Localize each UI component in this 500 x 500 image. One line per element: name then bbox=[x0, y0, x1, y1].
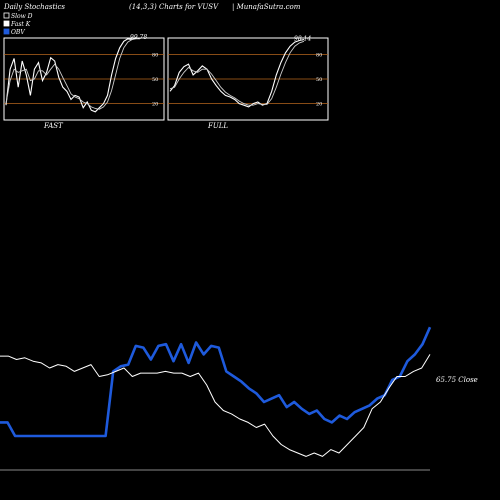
legend-swatch-slow-d bbox=[3, 12, 10, 19]
y-tick-label-20: 20 bbox=[152, 102, 158, 108]
price-series-lines bbox=[0, 326, 432, 457]
legend-label-slow-d: Slow D bbox=[11, 13, 33, 20]
fast-reference-lines bbox=[4, 54, 164, 104]
fast-series-lines bbox=[5, 37, 141, 113]
series-line-obv bbox=[0, 326, 432, 438]
header-left: Daily Stochastics bbox=[3, 3, 65, 11]
legend-swatch-fast-k bbox=[3, 20, 10, 27]
legend: Slow D Fast K OBV bbox=[3, 12, 33, 36]
series-line-close bbox=[0, 354, 431, 457]
series-line-fast-k bbox=[169, 38, 305, 108]
series-line-slow-d bbox=[5, 38, 140, 110]
header-right: | MunafaSutra.com bbox=[232, 3, 301, 11]
fast-tick-labels: 20 50 80 bbox=[152, 52, 158, 107]
series-line-slow-d bbox=[169, 40, 305, 106]
price-obv-panel: 65.75 Close bbox=[0, 326, 478, 471]
y-tick-label-50: 50 bbox=[316, 77, 322, 83]
full-reference-lines bbox=[168, 54, 328, 104]
legend-swatch-obv bbox=[3, 28, 10, 35]
y-tick-label-80: 80 bbox=[152, 52, 158, 58]
legend-label-fast-k: Fast K bbox=[10, 21, 31, 28]
full-last-value-label: 98.14 bbox=[294, 36, 311, 43]
y-tick-label-80: 80 bbox=[316, 52, 322, 58]
y-tick-label-20: 20 bbox=[316, 102, 322, 108]
full-series-lines bbox=[169, 38, 305, 108]
full-panel-title: FULL bbox=[207, 122, 228, 130]
legend-label-obv: OBV bbox=[11, 29, 25, 36]
header-center: (14,3,3) Charts for VUSV bbox=[129, 3, 219, 11]
full-tick-labels: 20 50 80 bbox=[316, 52, 322, 107]
fast-panel-title: FAST bbox=[43, 122, 64, 130]
fast-last-value-label: 99.78 bbox=[130, 34, 147, 41]
fast-stochastic-panel: 20 50 80 99.78 FAST bbox=[3, 34, 165, 130]
full-stochastic-panel: 20 50 80 98.14 FULL bbox=[167, 36, 329, 130]
series-line-fast-k bbox=[5, 37, 141, 113]
close-value-label: 65.75 Close bbox=[436, 376, 478, 384]
y-tick-label-50: 50 bbox=[152, 77, 158, 83]
